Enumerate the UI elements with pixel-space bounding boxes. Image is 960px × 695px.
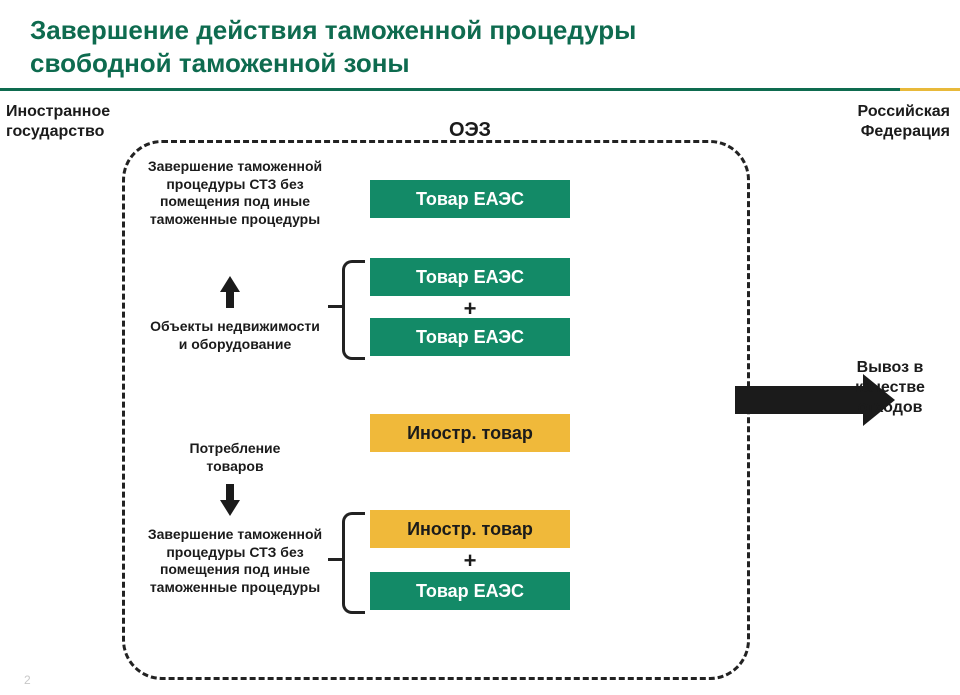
page-title: Завершение действия таможенной процедуры… (30, 14, 680, 79)
label-foreign-state: Иностранное государство (6, 102, 156, 142)
chip-foreign-1: Иностр. товар (370, 414, 570, 452)
label-completion-stz-1: Завершение таможенной процедуры СТЗ без … (140, 158, 330, 228)
arrow-down-icon (220, 500, 240, 516)
label-russian-federation: Российская Федерация (800, 102, 950, 142)
chip-eaes-2b: Товар ЕАЭС (370, 318, 570, 356)
divider-yellow (900, 88, 960, 91)
chip-foreign-2: Иностр. товар (370, 510, 570, 548)
chip-eaes-1: Товар ЕАЭС (370, 180, 570, 218)
bracket-1-stub (328, 305, 342, 308)
plus-2: + (370, 548, 570, 574)
label-consumption: Потребление товаров (160, 440, 310, 475)
bracket-2-stub (328, 558, 342, 561)
bracket-1 (342, 260, 365, 360)
chip-eaes-2a: Товар ЕАЭС (370, 258, 570, 296)
divider-green (0, 88, 960, 91)
label-realestate: Объекты недвижимости и оборудование (150, 318, 320, 353)
arrow-up-icon (220, 276, 240, 292)
label-export-waste: Вывоз в качестве отходов (830, 358, 950, 418)
page-number: 2 (24, 673, 31, 687)
chip-eaes-4: Товар ЕАЭС (370, 572, 570, 610)
bracket-2 (342, 512, 365, 614)
label-oez: ОЭЗ (370, 118, 570, 143)
label-completion-stz-2: Завершение таможенной процедуры СТЗ без … (140, 526, 330, 596)
